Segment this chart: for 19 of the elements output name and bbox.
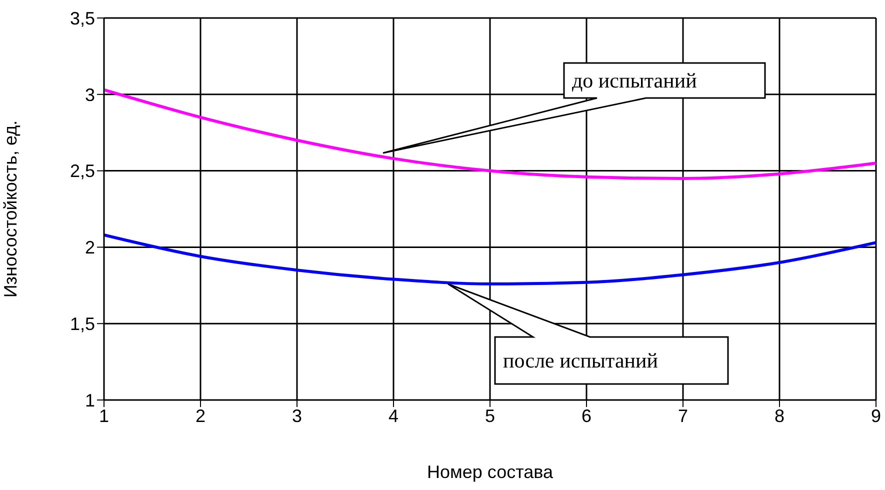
x-tick-label: 2 (195, 406, 206, 426)
x-tick-label: 7 (678, 406, 688, 426)
y-tick-label: 2 (84, 238, 95, 258)
x-tick-label: 4 (388, 406, 399, 426)
y-axis-title: Износостойкость, ед. (0, 120, 20, 298)
x-tick-label: 1 (98, 406, 110, 426)
y-tick-label: 3 (84, 84, 95, 105)
y-tick-label: 3,5 (70, 8, 95, 28)
x-axis-title: Номер состава (426, 462, 554, 482)
annotation: до испытаний (572, 68, 697, 92)
y-tick-label: 1,5 (70, 314, 95, 334)
x-tick-label: 3 (292, 406, 302, 426)
y-tick-label: 2,5 (70, 161, 95, 182)
x-tick-label: 5 (484, 406, 496, 426)
y-tick-label: 1 (84, 390, 95, 410)
annotation: после испытаний (503, 348, 658, 372)
x-tick-label: 8 (774, 406, 785, 426)
x-tick-label: 9 (870, 406, 882, 426)
x-tick-label: 6 (581, 406, 592, 426)
